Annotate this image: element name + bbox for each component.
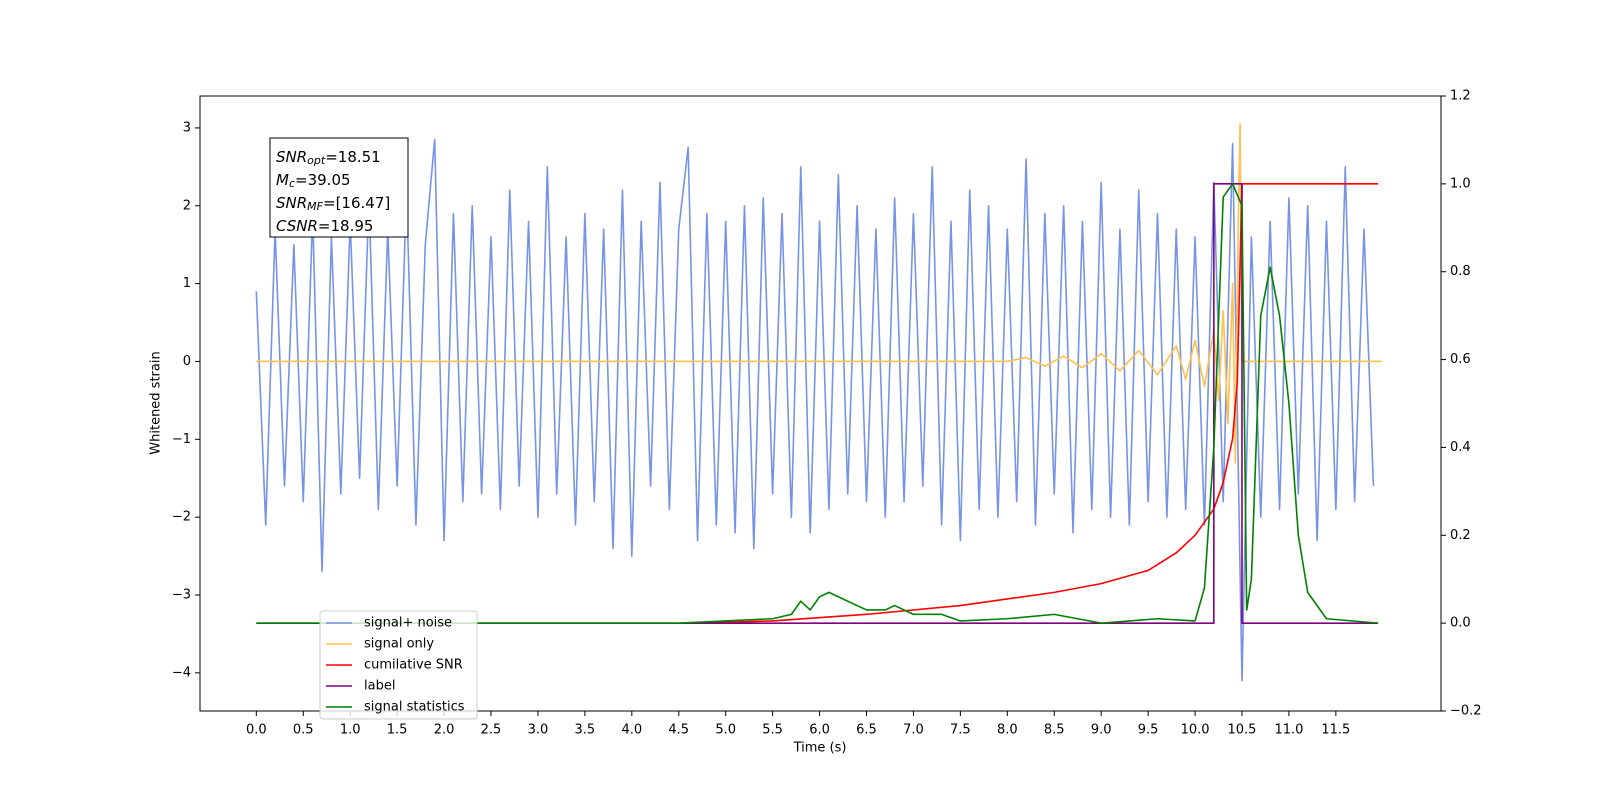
x-tick-label: 2.0	[434, 723, 455, 738]
y2-tick-label: 1.2	[1450, 89, 1471, 104]
plot-frame	[199, 95, 1442, 712]
x-tick-label: 5.5	[762, 723, 783, 738]
x-tick-label: 3.5	[575, 723, 596, 738]
annotation-box	[269, 137, 409, 238]
x-tick-label: 11.5	[1321, 723, 1350, 738]
y-tick-label: −4	[172, 665, 191, 680]
y-tick-label: −1	[172, 432, 191, 447]
series-line	[256, 123, 1382, 464]
x-tick-label: 0.0	[246, 723, 267, 738]
x-tick-label: 8.5	[1044, 723, 1065, 738]
legend-label: label	[364, 679, 395, 694]
legend-label: signal statistics	[364, 700, 465, 715]
y2-tick-label: −0.2	[1450, 704, 1482, 719]
y2-tick-label: 1.0	[1450, 176, 1471, 191]
y-tick-label: 1	[183, 276, 191, 291]
x-tick-label: 6.5	[856, 723, 877, 738]
series-line	[256, 183, 1379, 624]
annotation-line: CSNR=18.95	[276, 217, 373, 235]
x-tick-label: 7.0	[903, 723, 924, 738]
annotation-line: Mc=39.05	[276, 171, 351, 191]
legend-label: signal only	[364, 637, 434, 652]
annotation-line: SNRopt=18.51	[276, 148, 381, 168]
annotation-value: =18.95	[318, 217, 374, 235]
x-tick-label: 8.0	[997, 723, 1018, 738]
x-tick-label: 1.5	[387, 723, 408, 738]
series-line	[697, 183, 1379, 624]
x-tick-label: 1.0	[340, 723, 361, 738]
annotation-symbol: M	[276, 171, 289, 189]
y2-tick-label: 0.0	[1450, 616, 1471, 631]
y2-tick-label: 0.8	[1450, 264, 1471, 279]
annotation-subscript: opt	[307, 154, 326, 167]
y2-tick-label: 0.2	[1450, 528, 1471, 543]
x-tick-label: 10.0	[1181, 723, 1210, 738]
x-tick-label: 10.5	[1228, 723, 1257, 738]
series-line	[256, 183, 1379, 624]
x-tick-label: 6.0	[809, 723, 830, 738]
y-tick-label: 0	[183, 354, 191, 369]
annotation-line: SNRMF=[16.47]	[276, 194, 390, 214]
x-tick-label: 5.0	[715, 723, 736, 738]
x-tick-label: 7.5	[950, 723, 971, 738]
y2-tick-label: 0.4	[1450, 440, 1471, 455]
legend-label: cumilative SNR	[364, 658, 463, 673]
annotation-subscript: c	[289, 177, 295, 190]
x-tick-label: 4.5	[668, 723, 689, 738]
x-tick-label: 4.0	[621, 723, 642, 738]
y-tick-label: 3	[183, 120, 191, 135]
y-tick-label: −2	[172, 510, 191, 525]
y-axis-label: Whitened strain	[149, 351, 164, 454]
annotation-symbol: SNR	[276, 148, 307, 166]
y2-tick-label: 0.6	[1450, 352, 1471, 367]
legend-box	[319, 610, 478, 720]
legend-label: signal+ noise	[364, 616, 452, 631]
x-tick-label: 2.5	[481, 723, 502, 738]
annotation-value: =18.51	[325, 148, 381, 166]
x-tick-label: 0.5	[293, 723, 314, 738]
annotation-value: =39.05	[295, 171, 351, 189]
annotation-subscript: MF	[307, 200, 323, 213]
annotation-value: =[16.47]	[323, 194, 390, 212]
x-axis-label: Time (s)	[793, 741, 847, 756]
x-tick-label: 9.0	[1091, 723, 1112, 738]
series-line	[255, 138, 1375, 682]
annotation-symbol: SNR	[276, 194, 307, 212]
y-tick-label: 2	[183, 198, 191, 213]
x-tick-label: 11.0	[1274, 723, 1303, 738]
x-tick-label: 3.0	[528, 723, 549, 738]
y-tick-label: −3	[172, 588, 191, 603]
x-tick-label: 9.5	[1138, 723, 1159, 738]
annotation-symbol: CSNR	[276, 217, 318, 235]
